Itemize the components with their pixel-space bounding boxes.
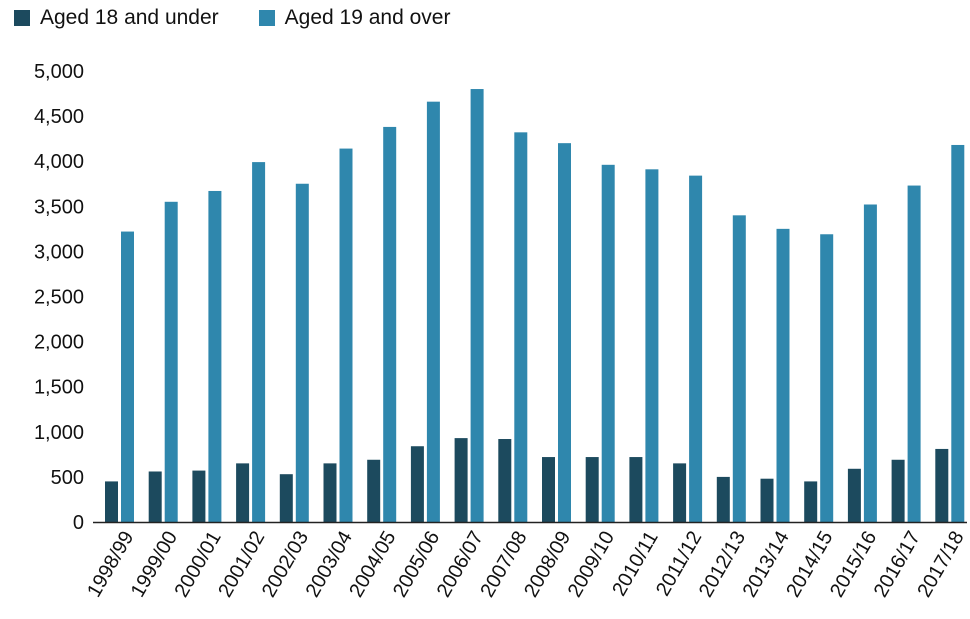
bar-aged-18-and-under	[542, 457, 555, 522]
bar-aged-19-and-over	[426, 101, 440, 522]
bar-aged-19-and-over	[383, 126, 397, 522]
bar-aged-18-and-under	[498, 439, 512, 522]
bar-aged-19-and-over	[732, 215, 746, 522]
bar-aged-19-and-over	[863, 204, 877, 522]
bar-aged-19-and-over	[208, 190, 222, 522]
bar-aged-18-and-under	[279, 474, 293, 522]
bar-aged-19-and-over	[558, 143, 571, 522]
bar-aged-19-and-over	[907, 185, 921, 522]
y-tick-label: 1,500	[34, 377, 84, 399]
bar-aged-18-and-under	[454, 438, 468, 522]
bar-aged-18-and-under	[192, 470, 206, 522]
bar-aged-19-and-over	[252, 162, 266, 523]
bar-aged-18-and-under	[673, 463, 687, 522]
y-tick-label: 5,000	[34, 61, 84, 83]
bar-aged-19-and-over	[645, 169, 659, 522]
bar-aged-19-and-over	[470, 89, 484, 522]
bar-aged-18-and-under	[804, 481, 818, 522]
bar-aged-18-and-under	[585, 457, 599, 522]
legend-label-under-18: Aged 18 and under	[40, 6, 219, 29]
y-tick-label: 0	[73, 512, 84, 534]
y-tick-label: 1,000	[34, 422, 84, 444]
bar-aged-18-and-under	[935, 448, 949, 522]
y-tick-label: 2,000	[34, 332, 84, 354]
bar-aged-19-and-over	[295, 183, 309, 522]
legend: Aged 18 and under Aged 19 and over	[14, 6, 490, 30]
bar-aged-19-and-over	[689, 175, 703, 522]
bar-aged-19-and-over	[951, 144, 965, 523]
y-axis: 0 500 1,000 1,500 2,000 2,500 3,000 3,500 4,000 4…	[34, 61, 84, 534]
bar-aged-18-and-under	[105, 481, 118, 522]
bar-aged-19-and-over	[121, 231, 134, 522]
legend-label-19-over: Aged 19 and over	[284, 6, 451, 29]
legend-item-under-18: Aged 18 and under	[14, 6, 219, 30]
bar-aged-18-and-under	[410, 446, 424, 522]
bar-aged-18-and-under	[716, 476, 730, 522]
x-axis: 1998/991999/002000/012001/022002/032003/…	[83, 521, 969, 601]
bar-aged-18-and-under	[760, 478, 774, 522]
bar-aged-18-and-under	[323, 463, 337, 522]
bar-aged-18-and-under	[367, 459, 381, 522]
bar-aged-18-and-under	[236, 463, 250, 522]
bar-aged-19-and-over	[164, 201, 178, 523]
y-tick-label: 4,000	[34, 151, 84, 173]
y-tick-label: 4,500	[34, 106, 84, 128]
bar-aged-19-and-over	[339, 148, 353, 522]
legend-item-19-over: Aged 19 and over	[258, 6, 451, 30]
legend-swatch-under-18	[14, 10, 30, 26]
y-tick-label: 2,500	[34, 287, 84, 309]
bars	[105, 89, 965, 523]
bar-aged-18-and-under	[629, 457, 643, 522]
bar-aged-19-and-over	[776, 228, 790, 522]
bar-aged-19-and-over	[820, 234, 834, 522]
bar-aged-19-and-over	[601, 164, 615, 523]
y-tick-label: 500	[51, 467, 84, 489]
bar-aged-18-and-under	[148, 471, 162, 522]
y-tick-label: 3,000	[34, 241, 84, 263]
bar-aged-18-and-under	[891, 459, 905, 522]
bar-aged-19-and-over	[514, 132, 528, 522]
y-tick-label: 3,500	[34, 196, 84, 218]
legend-swatch-19-over	[258, 10, 275, 26]
bar-aged-18-and-under	[847, 468, 861, 522]
